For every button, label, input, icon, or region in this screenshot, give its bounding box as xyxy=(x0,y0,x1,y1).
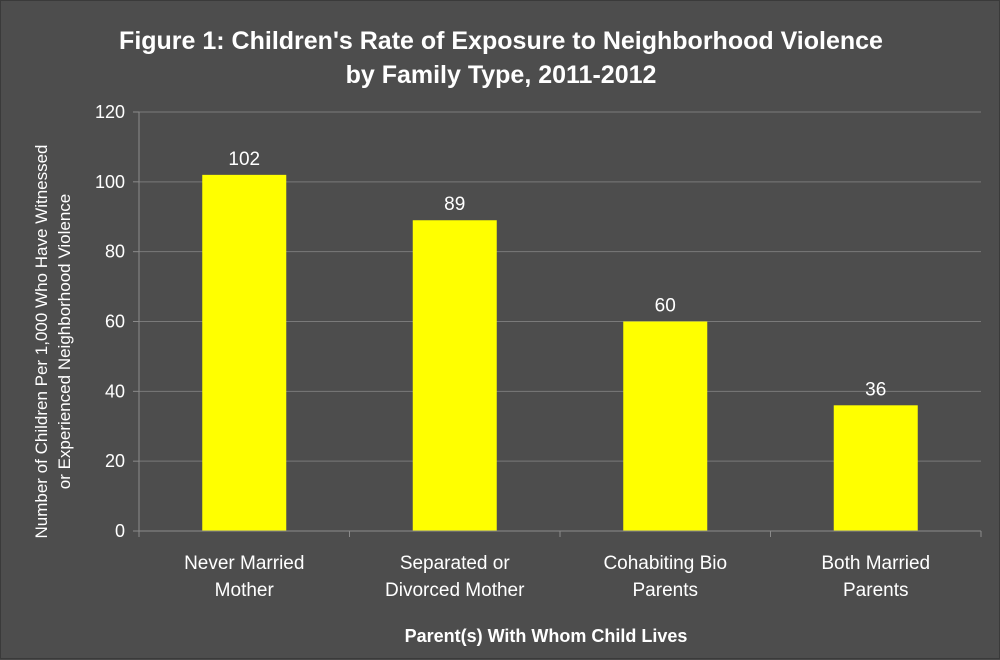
y-tick-label: 0 xyxy=(115,521,125,541)
x-category-label: Cohabiting Bio xyxy=(603,553,727,574)
y-axis-ticks: 0 20 40 60 80 100 120 xyxy=(95,102,139,541)
x-category-label: Mother xyxy=(215,580,275,601)
x-category-label: Divorced Mother xyxy=(385,580,525,601)
chart-title: Figure 1: Children's Rate of Exposure to… xyxy=(119,27,883,89)
y-axis-title-line: or Experienced Neighborhood Violence xyxy=(55,194,74,490)
bars xyxy=(202,174,918,531)
y-tick-label: 120 xyxy=(95,102,125,122)
bar-3 xyxy=(833,405,918,531)
x-category-label: Separated or xyxy=(400,553,511,574)
x-category-label: Parents xyxy=(843,580,908,601)
chart-title-line: Figure 1: Children's Rate of Exposure to… xyxy=(119,27,883,55)
data-labels: 102 89 60 36 xyxy=(228,149,886,400)
data-label: 89 xyxy=(444,194,465,215)
y-tick-label: 100 xyxy=(95,172,125,192)
y-tick-label: 40 xyxy=(105,381,125,401)
chart-title-line: by Family Type, 2011-2012 xyxy=(346,61,657,89)
y-tick-label: 60 xyxy=(105,312,125,332)
data-label: 36 xyxy=(865,379,886,400)
x-category-label: Both Married xyxy=(821,553,930,574)
y-tick-label: 20 xyxy=(105,451,125,471)
bar-0 xyxy=(202,174,287,531)
bar-2 xyxy=(623,321,708,531)
y-tick-label: 80 xyxy=(105,242,125,262)
bar-1 xyxy=(412,220,497,531)
x-axis-categories: Never Married Mother Separated or Divorced … xyxy=(138,531,982,601)
y-axis-title: Number of Children Per 1,000 Who Have Wi… xyxy=(32,144,74,538)
x-category-label: Never Married xyxy=(184,553,304,574)
x-category-label: Parents xyxy=(633,580,698,601)
y-axis-title-line: Number of Children Per 1,000 Who Have Wi… xyxy=(32,144,51,538)
x-axis-title: Parent(s) With Whom Child Lives xyxy=(405,626,688,646)
data-label: 102 xyxy=(228,149,260,170)
data-label: 60 xyxy=(655,296,676,317)
